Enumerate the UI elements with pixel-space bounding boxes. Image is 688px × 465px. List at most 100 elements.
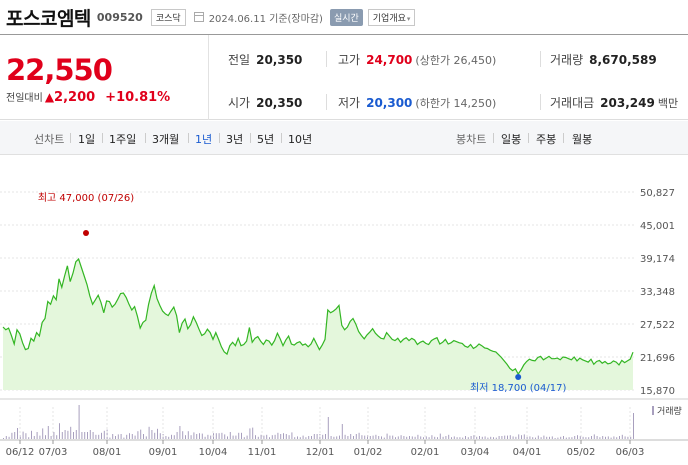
volume-bar: [395, 437, 396, 439]
volume-bar: [585, 437, 587, 439]
volume-bar: [470, 436, 472, 439]
volume-bar: [411, 436, 413, 439]
volume-bar: [171, 434, 172, 439]
current-price: 22,550: [6, 53, 113, 87]
volume-bar: [137, 431, 139, 439]
volume-bar: [627, 436, 629, 439]
y-tick-label: 33,348: [640, 287, 675, 298]
volume-bar: [17, 428, 18, 439]
volume-bar: [560, 436, 562, 439]
amount-label: 거래대금: [550, 96, 595, 110]
volume-bar: [252, 427, 254, 439]
price-chart[interactable]: 50,827 45,001 39,174 33,348 27,522 21,696 15,8…: [0, 155, 688, 465]
volume-bar: [117, 434, 119, 439]
volume-bar: [106, 429, 108, 439]
volume-bar: [53, 432, 55, 439]
high-value: 24,700: [366, 53, 413, 67]
volume-bar: [607, 436, 609, 439]
volume-bar: [521, 435, 522, 439]
volume-bar: [308, 436, 310, 439]
volume-bar: [115, 436, 116, 439]
volume-label: 거래량: [550, 53, 584, 67]
volume-bar: [120, 434, 122, 439]
volume-bar: [70, 426, 72, 439]
volume-bar: [417, 434, 419, 439]
open-price: 시가 20,350: [228, 94, 302, 111]
period-1w[interactable]: 1주일: [109, 133, 137, 146]
candle-monthly[interactable]: 월봉: [572, 133, 593, 146]
line-chart-label: 선차트: [34, 133, 65, 146]
volume-bar: [481, 436, 483, 439]
volume-bar: [25, 433, 27, 439]
volume-bar: [529, 436, 531, 439]
period-1d[interactable]: 1일: [78, 133, 96, 146]
company-overview-button[interactable]: 기업개요▾: [367, 8, 416, 26]
volume-bar: [89, 430, 91, 439]
y-tick-label: 45,001: [640, 221, 675, 232]
volume-bar: [535, 437, 536, 439]
volume-bar: [518, 434, 520, 439]
price-change: 전일대비 ▲2,200 +10.81%: [6, 89, 170, 105]
volume-bar: [280, 434, 282, 439]
volume-bar: [593, 434, 595, 439]
divider: [219, 133, 220, 143]
volume-bar: [378, 436, 380, 439]
volume-bar: [549, 436, 550, 439]
volume-bar: [126, 434, 128, 439]
volume-bar: [498, 436, 500, 439]
volume-bar: [574, 436, 576, 439]
volume-bar: [297, 436, 298, 439]
volume-bar: [341, 424, 343, 439]
realtime-button[interactable]: 실시간: [329, 8, 363, 26]
candle-weekly[interactable]: 주봉: [536, 133, 557, 146]
volume-bar: [64, 430, 66, 439]
low-label: 저가: [338, 96, 361, 110]
volume-bar: [168, 436, 170, 439]
volume-bar: [322, 434, 324, 439]
volume-bar: [451, 437, 452, 439]
price-box: 22,550 전일대비 ▲2,200 +10.81%: [0, 35, 209, 120]
volume-bar: [241, 432, 242, 439]
volume-bar: [375, 434, 377, 439]
divider: [102, 133, 103, 143]
volume-value: 8,670,589: [589, 53, 657, 67]
volume-bar: [22, 431, 24, 439]
volume-bar: [50, 436, 52, 439]
volume-bar: [507, 435, 508, 439]
volume-bar: [59, 423, 60, 439]
x-tick-label: 10/04: [199, 447, 228, 458]
volume-bar: [143, 434, 144, 439]
volume-bar: [476, 436, 478, 439]
volume-bar: [490, 436, 492, 439]
volume-bar: [98, 434, 100, 439]
volume-bar: [624, 436, 626, 439]
open-label: 시가: [228, 96, 251, 110]
volume-bar: [540, 437, 542, 439]
change-value: 2,200: [54, 90, 96, 105]
market-badge: 코스닥: [150, 8, 186, 26]
period-3y[interactable]: 3년: [226, 133, 244, 146]
volume-bar: [28, 437, 30, 439]
volume-bar: [229, 432, 231, 439]
volume-bar: [285, 434, 287, 439]
up-arrow-icon: ▲: [44, 90, 55, 104]
period-5y[interactable]: 5년: [257, 133, 275, 146]
volume-bar: [591, 436, 592, 439]
volume-bar: [355, 434, 357, 439]
volume-bar: [493, 437, 494, 439]
period-3m[interactable]: 3개월: [152, 133, 180, 146]
volume-bar: [459, 437, 461, 439]
candle-daily[interactable]: 일봉: [501, 133, 522, 146]
volume-bar: [232, 435, 234, 439]
period-10y[interactable]: 10년: [288, 133, 313, 146]
volume-bar: [479, 436, 480, 439]
volume-bar: [437, 437, 438, 439]
volume-bar: [423, 437, 424, 439]
volume-bar: [616, 437, 618, 439]
volume-bar: [204, 436, 206, 439]
volume-bar: [182, 431, 184, 439]
volume-bar: [605, 436, 606, 439]
x-tick-label: 06/03: [616, 447, 645, 458]
period-1y[interactable]: 1년: [195, 133, 213, 146]
low-price: 저가 20,300 (하한가 14,250): [338, 94, 496, 111]
